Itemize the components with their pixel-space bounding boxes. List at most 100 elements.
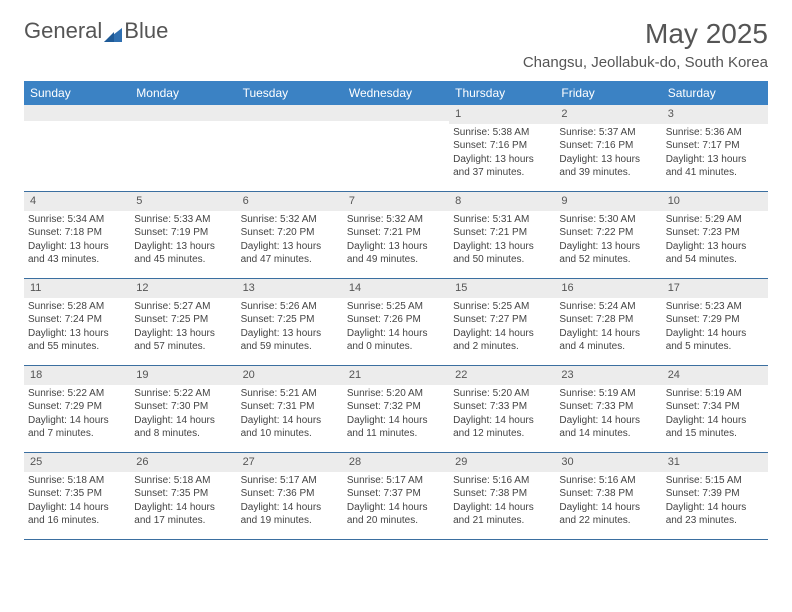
sunset-text: Sunset: 7:33 PM (559, 400, 657, 414)
daylight-text: Daylight: 13 hours and 49 minutes. (347, 240, 445, 267)
week-row: 18 Sunrise: 5:22 AMSunset: 7:29 PM Dayligh… (24, 366, 768, 453)
day-body: Sunrise: 5:27 AMSunset: 7:25 PMDaylight:… (130, 298, 236, 354)
day-number: 16 (555, 279, 661, 298)
day-number (343, 105, 449, 121)
sunset-text: Sunset: 7:32 PM (347, 400, 445, 414)
sunrise-text: Sunrise: 5:15 AM (666, 474, 764, 488)
sunset-text: Sunset: 7:18 PM (28, 226, 126, 240)
day-cell: 17Sunrise: 5:23 AMSunset: 7:29 PMDayligh… (662, 279, 768, 365)
day-body: Sunrise: 5:24 AMSunset: 7:28 PMDaylight:… (555, 298, 661, 354)
brand-part1: General (24, 18, 102, 44)
sunset-text: Sunset: 7:34 PM (666, 400, 764, 414)
sunset-text: Sunset: 7:35 PM (28, 487, 126, 501)
day-cell: 20Sunrise: 5:21 AMSunset: 7:31 PMDayligh… (237, 366, 343, 452)
day-cell (343, 105, 449, 191)
day-cell: 16Sunrise: 5:24 AMSunset: 7:28 PMDayligh… (555, 279, 661, 365)
day-number: 10 (662, 192, 768, 211)
day-number: 18 (24, 366, 130, 385)
day-cell: 14Sunrise: 5:25 AMSunset: 7:26 PMDayligh… (343, 279, 449, 365)
day-number: 3 (662, 105, 768, 124)
day-body: Sunrise: 5:17 AMSunset: 7:36 PMDaylight:… (237, 472, 343, 528)
day-body (343, 121, 449, 123)
day-cell: 23Sunrise: 5:19 AMSunset: 7:33 PMDayligh… (555, 366, 661, 452)
day-cell (130, 105, 236, 191)
day-body: Sunrise: 5:37 AMSunset: 7:16 PMDaylight:… (555, 124, 661, 180)
day-number: 15 (449, 279, 555, 298)
sunrise-text: Sunrise: 5:23 AM (666, 300, 764, 314)
daylight-text: Daylight: 14 hours and 12 minutes. (453, 414, 551, 441)
daylight-text: Daylight: 13 hours and 41 minutes. (666, 153, 764, 180)
title-block: May 2025 Changsu, Jeollabuk-do, South Ko… (523, 18, 768, 71)
day-body: Sunrise: 5:19 AMSunset: 7:34 PMDaylight:… (662, 385, 768, 441)
daylight-text: Daylight: 14 hours and 0 minutes. (347, 327, 445, 354)
weekday-header: Thursday (449, 81, 555, 105)
day-body: Sunrise: 5:16 AMSunset: 7:38 PMDaylight:… (449, 472, 555, 528)
sunset-text: Sunset: 7:28 PM (559, 313, 657, 327)
day-cell: 25Sunrise: 5:18 AMSunset: 7:35 PMDayligh… (24, 453, 130, 539)
daylight-text: Daylight: 13 hours and 54 minutes. (666, 240, 764, 267)
day-body: Sunrise: 5:33 AMSunset: 7:19 PMDaylight:… (130, 211, 236, 267)
day-cell: 27Sunrise: 5:17 AMSunset: 7:36 PMDayligh… (237, 453, 343, 539)
sunset-text: Sunset: 7:39 PM (666, 487, 764, 501)
day-cell: 11Sunrise: 5:28 AMSunset: 7:24 PMDayligh… (24, 279, 130, 365)
weekday-header: Monday (130, 81, 236, 105)
sunset-text: Sunset: 7:33 PM (453, 400, 551, 414)
sunrise-text: Sunrise: 5:25 AM (347, 300, 445, 314)
day-cell: 31Sunrise: 5:15 AMSunset: 7:39 PMDayligh… (662, 453, 768, 539)
sunrise-text: Sunrise: 5:18 AM (134, 474, 232, 488)
day-number: 17 (662, 279, 768, 298)
day-body: Sunrise: 5:25 AMSunset: 7:27 PMDaylight:… (449, 298, 555, 354)
sunset-text: Sunset: 7:23 PM (666, 226, 764, 240)
day-body: Sunrise: 5:19 AMSunset: 7:33 PMDaylight:… (555, 385, 661, 441)
sunrise-text: Sunrise: 5:22 AM (28, 387, 126, 401)
daylight-text: Daylight: 13 hours and 55 minutes. (28, 327, 126, 354)
day-number: 9 (555, 192, 661, 211)
sunset-text: Sunset: 7:22 PM (559, 226, 657, 240)
day-body: Sunrise: 5:26 AMSunset: 7:25 PMDaylight:… (237, 298, 343, 354)
sunset-text: Sunset: 7:35 PM (134, 487, 232, 501)
daylight-text: Daylight: 13 hours and 39 minutes. (559, 153, 657, 180)
daylight-text: Daylight: 14 hours and 20 minutes. (347, 501, 445, 528)
sunset-text: Sunset: 7:29 PM (666, 313, 764, 327)
daylight-text: Daylight: 13 hours and 43 minutes. (28, 240, 126, 267)
sail-icon (104, 22, 122, 38)
day-body: Sunrise: 5:34 AMSunset: 7:18 PMDaylight:… (24, 211, 130, 267)
weekday-header: Saturday (662, 81, 768, 105)
sunset-text: Sunset: 7:16 PM (453, 139, 551, 153)
daylight-text: Daylight: 14 hours and 17 minutes. (134, 501, 232, 528)
sunrise-text: Sunrise: 5:19 AM (666, 387, 764, 401)
sunrise-text: Sunrise: 5:20 AM (453, 387, 551, 401)
header: General Blue May 2025 Changsu, Jeollabuk… (24, 18, 768, 71)
day-number: 19 (130, 366, 236, 385)
daylight-text: Daylight: 14 hours and 8 minutes. (134, 414, 232, 441)
day-cell: 19Sunrise: 5:22 AMSunset: 7:30 PMDayligh… (130, 366, 236, 452)
day-cell: 8Sunrise: 5:31 AMSunset: 7:21 PMDaylight… (449, 192, 555, 278)
calendar: SundayMondayTuesdayWednesdayThursdayFrid… (24, 81, 768, 540)
day-body: Sunrise: 5:29 AMSunset: 7:23 PMDaylight:… (662, 211, 768, 267)
sunset-text: Sunset: 7:21 PM (347, 226, 445, 240)
day-number: 2 (555, 105, 661, 124)
sunset-text: Sunset: 7:29 PM (28, 400, 126, 414)
sunset-text: Sunset: 7:36 PM (241, 487, 339, 501)
sunrise-text: Sunrise: 5:36 AM (666, 126, 764, 140)
day-body: Sunrise: 5:18 AMSunset: 7:35 PMDaylight:… (24, 472, 130, 528)
daylight-text: Daylight: 13 hours and 47 minutes. (241, 240, 339, 267)
day-body: Sunrise: 5:31 AMSunset: 7:21 PMDaylight:… (449, 211, 555, 267)
day-cell: 9Sunrise: 5:30 AMSunset: 7:22 PMDaylight… (555, 192, 661, 278)
sunset-text: Sunset: 7:20 PM (241, 226, 339, 240)
day-number: 31 (662, 453, 768, 472)
sunrise-text: Sunrise: 5:16 AM (453, 474, 551, 488)
week-row: 25Sunrise: 5:18 AMSunset: 7:35 PMDayligh… (24, 453, 768, 540)
day-cell: 22Sunrise: 5:20 AMSunset: 7:33 PMDayligh… (449, 366, 555, 452)
day-body: Sunrise: 5:38 AMSunset: 7:16 PMDaylight:… (449, 124, 555, 180)
sunrise-text: Sunrise: 5:32 AM (347, 213, 445, 227)
sunrise-text: Sunrise: 5:32 AM (241, 213, 339, 227)
day-cell: 30Sunrise: 5:16 AMSunset: 7:38 PMDayligh… (555, 453, 661, 539)
day-body: Sunrise: 5:20 AMSunset: 7:32 PMDaylight:… (343, 385, 449, 441)
day-number: 11 (24, 279, 130, 298)
day-number: 27 (237, 453, 343, 472)
daylight-text: Daylight: 14 hours and 10 minutes. (241, 414, 339, 441)
daylight-text: Daylight: 13 hours and 59 minutes. (241, 327, 339, 354)
day-body: Sunrise: 5:22 AMSunset: 7:30 PMDaylight:… (130, 385, 236, 441)
sunrise-text: Sunrise: 5:38 AM (453, 126, 551, 140)
